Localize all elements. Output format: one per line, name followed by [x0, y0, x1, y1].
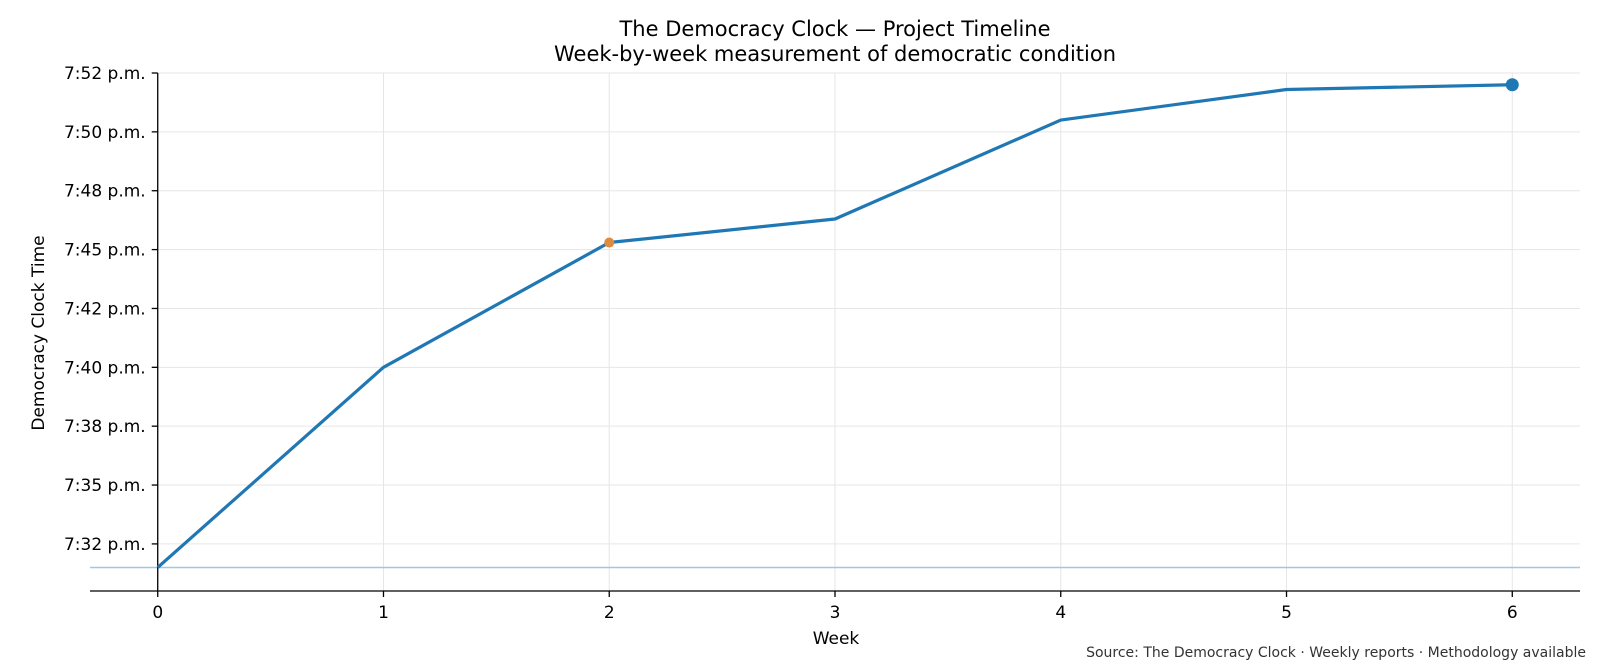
chart-subtitle: Week-by-week measurement of democratic c…: [554, 42, 1116, 66]
axes-layer: [90, 72, 1580, 597]
y-tick-label: 7:50 p.m.: [64, 123, 146, 143]
tick-labels: 0 1 2 3 4 5 6 7:32 p.m. 7:35 p.m. 7:38 p.m. 7:40 p…: [64, 64, 1518, 623]
y-tick-label: 7:42 p.m.: [64, 299, 146, 319]
y-axis-label: Democracy Clock Time: [29, 235, 49, 430]
series-layer: [156, 78, 1519, 569]
grid-layer: [157, 72, 1580, 591]
source-note: Source: The Democracy Clock · Weekly rep…: [1086, 645, 1586, 661]
highlight-point: [604, 237, 615, 248]
x-tick-label: 1: [378, 603, 389, 623]
y-tick-label: 7:45 p.m.: [64, 241, 146, 261]
y-tick-label: 7:38 p.m.: [64, 417, 146, 437]
x-tick-label: 2: [604, 603, 615, 623]
series-line: [156, 83, 1513, 569]
y-tick-label: 7:32 p.m.: [64, 535, 146, 555]
y-tick-label: 7:40 p.m.: [64, 358, 146, 378]
x-tick-label: 0: [152, 603, 163, 623]
x-tick-label: 4: [1055, 603, 1066, 623]
x-tick-label: 6: [1507, 603, 1518, 623]
x-tick-label: 3: [830, 603, 841, 623]
chart-title: The Democracy Clock — Project Timeline: [618, 17, 1050, 41]
y-tick-label: 7:48 p.m.: [64, 182, 146, 202]
y-tick-label: 7:35 p.m.: [64, 476, 146, 496]
highlight-point: [1505, 78, 1519, 92]
x-tick-label: 5: [1281, 603, 1292, 623]
y-tick-label: 7:52 p.m.: [64, 64, 146, 84]
x-axis-label: Week: [813, 629, 860, 649]
